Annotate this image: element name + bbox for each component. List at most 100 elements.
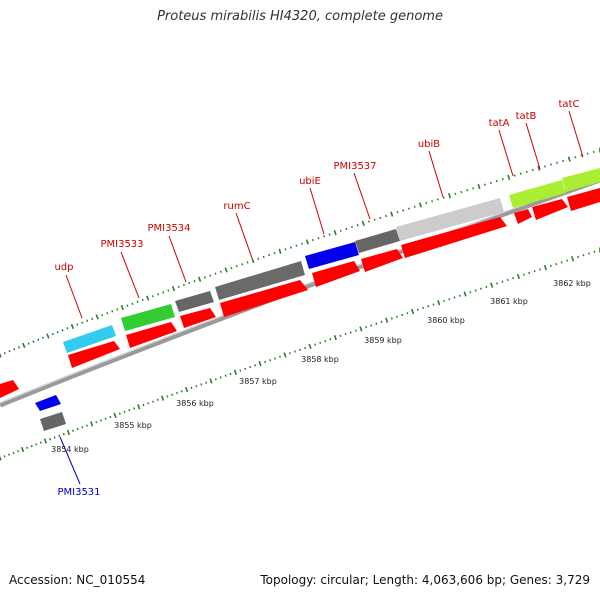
- cds-arrow[interactable]: [0, 380, 19, 398]
- tick-mark: [466, 188, 469, 192]
- tick-mark: [244, 367, 247, 371]
- tick-mark: [146, 295, 150, 301]
- tick-mark: [8, 350, 11, 353]
- gene-label-tatb[interactable]: tatB: [516, 111, 537, 122]
- cds-track[interactable]: [0, 188, 600, 398]
- tick-mark: [432, 303, 435, 306]
- gene-tatc-block[interactable]: [562, 168, 600, 192]
- gene-pmi3537-block[interactable]: [355, 229, 400, 253]
- cds-arrow[interactable]: [514, 209, 532, 224]
- tick-mark: [262, 255, 265, 259]
- tick-mark: [413, 205, 416, 208]
- gene-label-pmi3537[interactable]: PMI3537: [333, 161, 376, 172]
- tick-mark: [136, 300, 139, 304]
- tick-mark: [294, 350, 296, 353]
- tick-mark: [317, 237, 320, 240]
- cds-arrow[interactable]: [180, 308, 216, 328]
- gene-label-ubib[interactable]: ubiB: [418, 139, 440, 150]
- tick-mark: [141, 298, 144, 302]
- tick-mark: [390, 317, 393, 320]
- tick-mark: [116, 308, 119, 311]
- tick-mark: [171, 393, 174, 396]
- tick-mark: [58, 434, 61, 438]
- tick-mark: [214, 272, 217, 275]
- cds-arrow[interactable]: [220, 280, 308, 317]
- gene-pmi3531-block[interactable]: [40, 412, 66, 431]
- tick-mark: [443, 299, 445, 303]
- cds-arrow[interactable]: [312, 261, 360, 287]
- gene-label-tata[interactable]: tatA: [489, 118, 510, 129]
- tick-mark: [251, 257, 255, 264]
- tick-mark: [328, 233, 331, 236]
- tick-mark: [567, 156, 571, 162]
- gene-ubie-block[interactable]: [305, 242, 359, 269]
- tick-mark: [442, 196, 445, 199]
- tick-mark: [566, 259, 569, 262]
- tick-mark: [469, 291, 472, 294]
- tick-mark: [72, 429, 75, 432]
- tick-mark: [550, 163, 552, 166]
- cds-arrow[interactable]: [567, 188, 600, 211]
- scale-label-3854: 3854 kbp: [51, 445, 89, 454]
- tick-mark: [390, 211, 394, 217]
- cds-arrow[interactable]: [68, 341, 120, 368]
- tick-mark: [425, 201, 428, 205]
- tick-mark: [17, 450, 20, 453]
- tick-mark: [311, 238, 314, 242]
- tick-mark: [278, 248, 282, 254]
- tick-mark: [133, 407, 135, 410]
- tick-mark: [37, 338, 40, 341]
- gene-track[interactable]: [35, 168, 600, 431]
- scale-label-3855: 3855 kbp: [114, 421, 152, 430]
- tick-mark: [543, 165, 546, 168]
- cds-arrow[interactable]: [126, 322, 177, 348]
- gene-pmi3531-arrow[interactable]: [35, 395, 61, 411]
- tick-mark: [300, 242, 303, 245]
- tick-mark: [274, 357, 276, 360]
- tick-mark: [539, 268, 541, 271]
- tick-mark: [333, 230, 337, 236]
- tick-mark: [61, 329, 64, 332]
- tick-mark: [219, 376, 222, 379]
- scale-label-3859: 3859 kbp: [364, 336, 402, 345]
- tick-mark: [128, 408, 131, 412]
- cds-arrow[interactable]: [361, 249, 403, 272]
- gene-pmi3534-block[interactable]: [175, 291, 214, 312]
- tick-mark: [118, 412, 121, 415]
- gene-label-pmi3531[interactable]: PMI3531: [57, 487, 100, 498]
- gene-pmi3533-block[interactable]: [121, 304, 175, 331]
- tick-mark: [76, 427, 79, 431]
- tick-mark: [81, 321, 84, 324]
- tick-mark: [375, 322, 378, 325]
- tick-mark: [27, 342, 30, 345]
- gene-ubib-block[interactable]: [396, 198, 504, 241]
- tick-mark: [406, 312, 409, 315]
- tick-mark: [113, 412, 117, 418]
- tick-mark: [528, 271, 531, 275]
- gene-label-udp[interactable]: udp: [54, 262, 73, 273]
- gene-label-rumc[interactable]: rumC: [223, 201, 250, 212]
- tick-mark: [90, 421, 94, 427]
- gene-label-tatc[interactable]: tatC: [559, 99, 580, 110]
- scale-label-3856: 3856 kbp: [176, 399, 214, 408]
- tick-mark: [489, 181, 492, 185]
- tick-mark: [233, 369, 237, 375]
- tick-mark: [562, 159, 565, 163]
- tick-mark: [490, 282, 494, 288]
- tick-mark: [458, 294, 461, 297]
- gene-label-pmi3534[interactable]: PMI3534: [147, 223, 190, 234]
- genome-summary-text: Topology: circular; Length: 4,063,606 bp…: [260, 573, 590, 587]
- gene-udp-block[interactable]: [63, 325, 116, 353]
- cds-arrow[interactable]: [401, 217, 507, 258]
- gene-label-ubie[interactable]: ubiE: [299, 176, 321, 187]
- tick-mark: [177, 285, 180, 288]
- cds-arrow[interactable]: [532, 199, 568, 220]
- tick-mark: [460, 190, 463, 194]
- tick-mark: [224, 267, 228, 273]
- tick-mark: [269, 359, 272, 362]
- gene-rumc-block[interactable]: [215, 261, 305, 300]
- gene-label-pmi3533[interactable]: PMI3533: [100, 239, 143, 250]
- gene-tatb-block[interactable]: [509, 180, 566, 208]
- tick-mark: [190, 386, 193, 390]
